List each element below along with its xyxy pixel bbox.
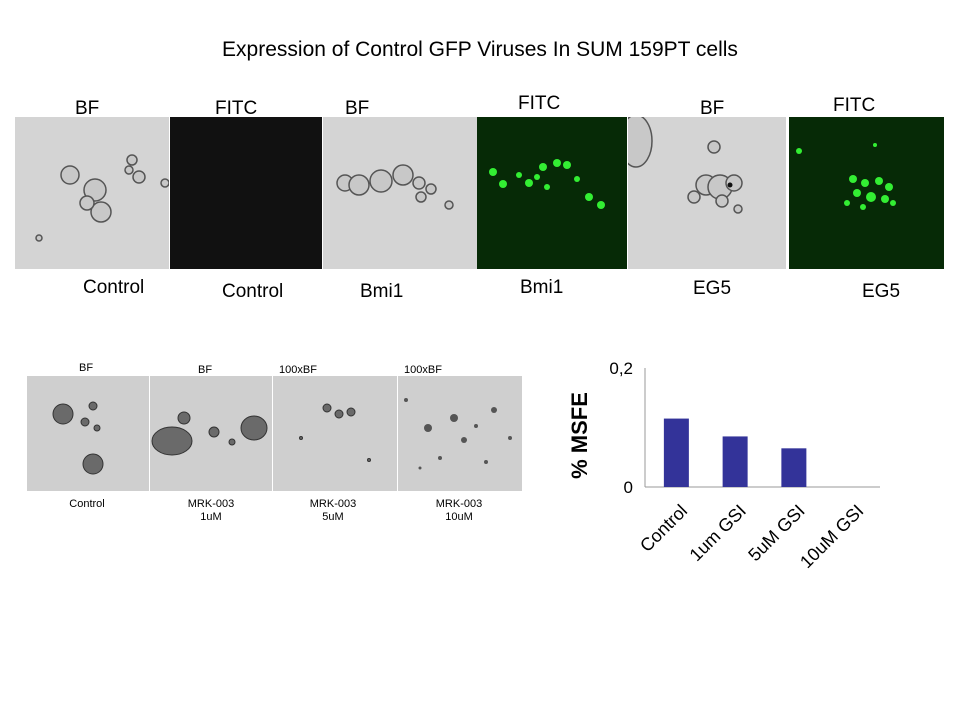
caption-control-bf: Control	[83, 277, 145, 298]
micrograph-mrk003-10um	[398, 376, 522, 491]
y-axis-label: % MSFE	[567, 392, 592, 479]
caption-bottom-5um-line1: MRK-003	[309, 498, 357, 510]
y-tick-label: 0,2	[609, 359, 633, 378]
caption-eg5-bf: EG5	[693, 278, 732, 299]
msfe-bar-chart: 0 0,2% MSFE Control 1um GSI 5uM GSI 10uM GSI	[560, 340, 940, 640]
caption-bottom-1um: MRK-003 1uM	[176, 498, 246, 524]
caption-eg5-fitc: EG5	[862, 281, 901, 302]
bar-1um-gsi	[722, 436, 748, 487]
caption-control-fitc: Control	[222, 281, 284, 302]
header-bf-bmi1: BF	[345, 98, 370, 119]
header-100xbf-2: 100xBF	[404, 364, 442, 376]
micrograph-bf-bmi1	[323, 117, 477, 269]
header-bf-2: BF	[198, 364, 213, 376]
header-bf-control: BF	[75, 98, 100, 119]
x-tick-label: 10uM GSI	[796, 501, 867, 572]
caption-bottom-5um-line2: 5uM	[322, 511, 344, 523]
x-tick-label: 1um GSI	[686, 501, 750, 565]
x-tick-label: Control	[636, 501, 691, 556]
header-100xbf-1: 100xBF	[279, 364, 317, 376]
micrograph-bf-eg5	[628, 117, 786, 269]
header-fitc-bmi1: FITC	[518, 93, 561, 114]
header-fitc-control: FITC	[215, 98, 258, 119]
micrograph-mrk003-5um	[273, 376, 397, 491]
y-tick-label: 0	[624, 478, 633, 497]
micrograph-control	[27, 376, 149, 491]
caption-bottom-1um-line2: 1uM	[200, 511, 222, 523]
micrograph-fitc-eg5	[789, 117, 944, 269]
caption-bmi1-fitc: Bmi1	[520, 277, 564, 298]
bar-control	[663, 418, 689, 487]
caption-bmi1-bf: Bmi1	[360, 281, 404, 302]
caption-bottom-10um: MRK-003 10uM	[424, 498, 494, 524]
caption-bottom-1um-line1: MRK-003	[187, 498, 235, 510]
caption-bottom-control: Control	[52, 498, 122, 511]
caption-bottom-5um: MRK-003 5uM	[298, 498, 368, 524]
header-bf-1: BF	[79, 362, 94, 374]
caption-bottom-10um-line2: 10uM	[445, 511, 473, 523]
bar-5um-gsi	[781, 448, 807, 487]
figure-title: Expression of Control GFP Viruses In SUM…	[222, 38, 738, 61]
caption-bottom-control-line1: Control	[69, 498, 105, 510]
caption-bottom-10um-line1: MRK-003	[435, 498, 483, 510]
header-bf-eg5: BF	[700, 98, 725, 119]
micrograph-fitc-bmi1	[477, 117, 627, 269]
micrograph-mrk003-1um	[150, 376, 272, 491]
micrograph-bf-control	[15, 117, 169, 269]
micrograph-fitc-control	[170, 117, 322, 269]
header-fitc-eg5: FITC	[833, 95, 876, 116]
